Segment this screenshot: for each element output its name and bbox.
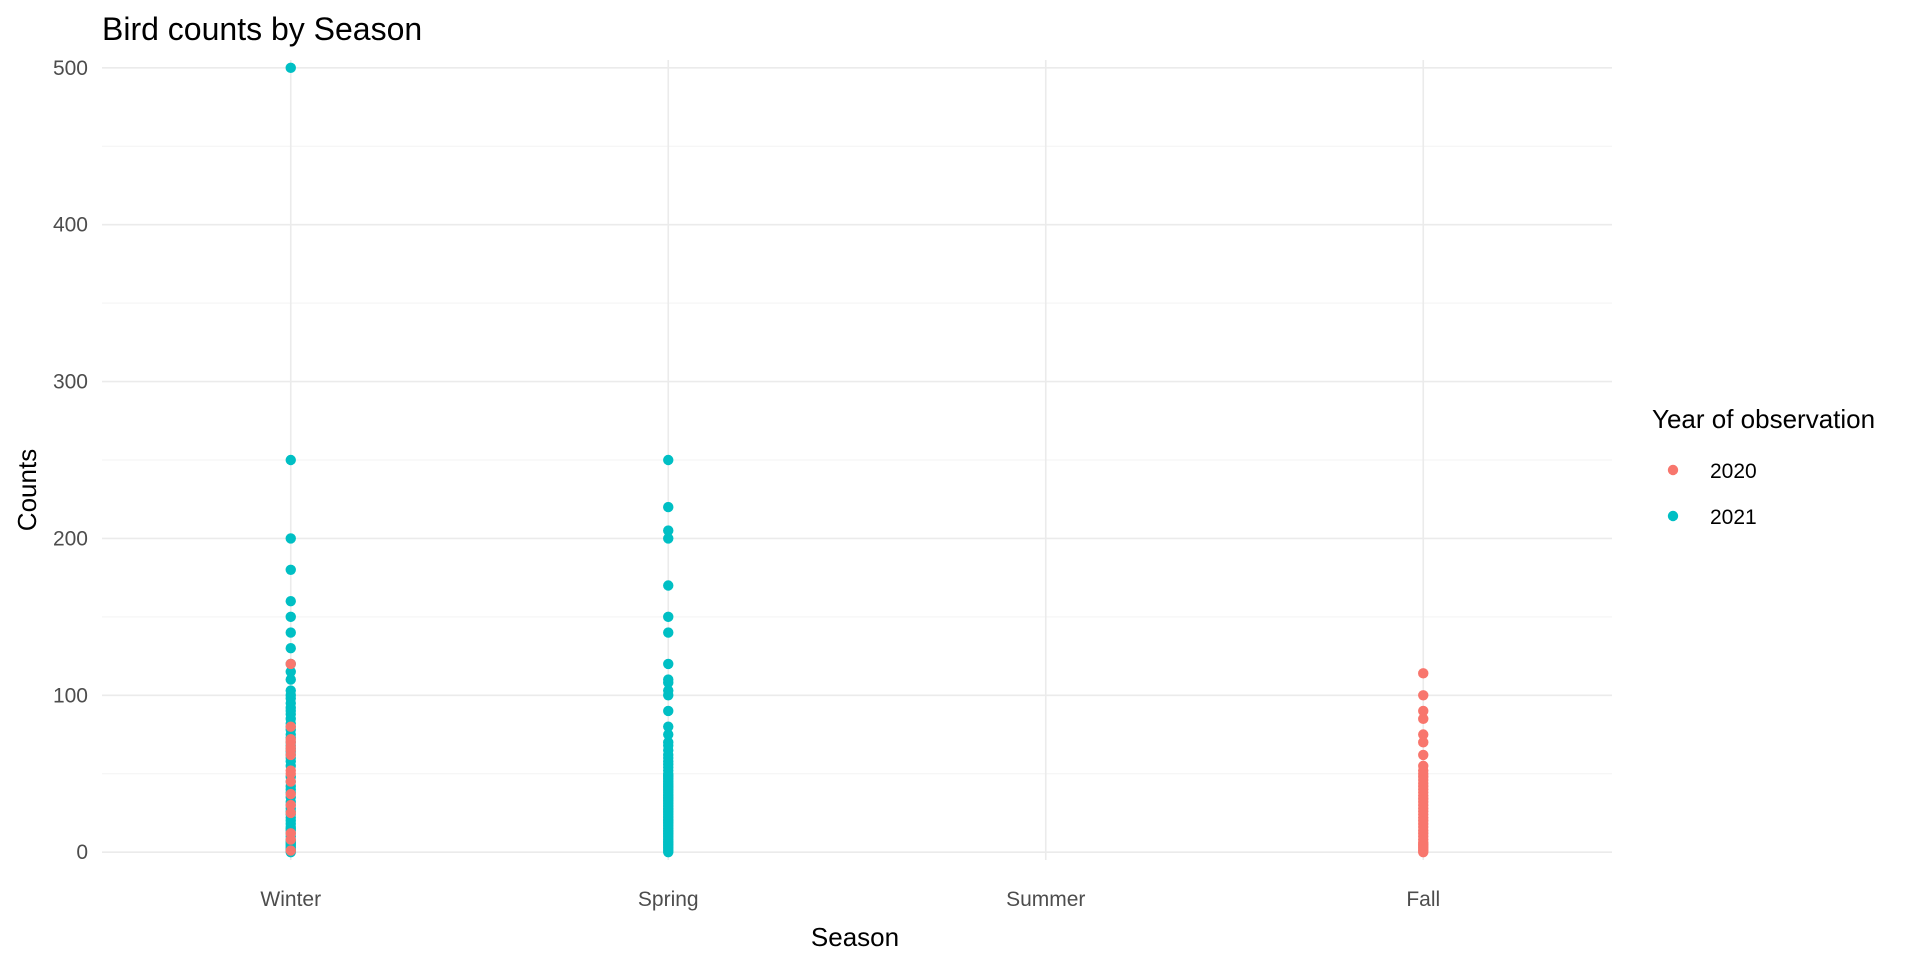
legend-key-2020: [1667, 464, 1679, 476]
data-point-2020: [285, 658, 296, 670]
data-point-2021: [663, 611, 674, 623]
legend-label-2021: 2021: [1710, 506, 1757, 529]
data-point-2021: [285, 674, 296, 685]
data-point-2021: [285, 685, 296, 696]
data-point-2021: [663, 705, 674, 717]
data-point-2021: [285, 62, 296, 74]
y-axis-title: Counts: [12, 449, 42, 531]
data-point-2020: [285, 734, 296, 745]
data-point-2020: [285, 721, 296, 732]
data-point-2020: [1418, 690, 1429, 701]
y-tick-label: 200: [53, 527, 88, 550]
x-tick-label: Winter: [260, 888, 321, 911]
legend-items: 2020 2021: [1667, 460, 1757, 529]
data-point-2021: [285, 454, 296, 466]
data-point-2021: [663, 729, 674, 740]
legend-label-2020: 2020: [1710, 460, 1757, 483]
x-axis-ticks: Winter Spring Summer Fall: [260, 888, 1440, 911]
data-point-2021: [663, 674, 674, 685]
data-point-2020: [285, 799, 296, 811]
x-tick-label: Spring: [638, 888, 699, 911]
grid-layer: [102, 60, 1612, 860]
data-point-2021: [663, 658, 674, 670]
data-point-2020: [285, 828, 296, 839]
data-point-2020: [1418, 705, 1429, 717]
data-point-2021: [285, 533, 296, 544]
data-point-2021: [663, 533, 674, 544]
data-point-2020: [1418, 749, 1429, 761]
data-point-2021: [285, 564, 296, 576]
data-point-2021: [663, 685, 674, 696]
data-point-2020: [1418, 760, 1429, 772]
data-point-2021: [663, 737, 674, 748]
y-tick-label: 100: [53, 684, 88, 707]
legend-key-2021: [1667, 510, 1679, 522]
data-point-2020: [1418, 737, 1429, 748]
data-point-2020: [285, 807, 296, 819]
x-tick-label: Summer: [1006, 888, 1085, 911]
data-point-2021: [285, 611, 296, 623]
data-point-2020: [285, 765, 296, 776]
y-tick-label: 500: [53, 57, 88, 80]
chart-title: Bird counts by Season: [102, 11, 422, 47]
points-layer: [285, 62, 1429, 858]
data-point-2021: [285, 643, 296, 654]
x-axis-title: Season: [811, 922, 899, 952]
data-point-2020: [1418, 729, 1429, 740]
data-point-2020: [1418, 713, 1429, 725]
data-point-2021: [285, 595, 296, 607]
data-point-2021: [663, 501, 674, 513]
data-point-2021: [663, 627, 674, 638]
y-tick-label: 0: [76, 841, 88, 864]
data-point-2021: [285, 666, 296, 677]
data-point-2021: [663, 454, 674, 466]
data-point-2020: [285, 788, 296, 800]
y-tick-label: 300: [53, 371, 88, 394]
data-point-2020: [285, 776, 296, 787]
y-axis-ticks: 0 100 200 300 400 500: [53, 57, 88, 864]
data-point-2020: [285, 845, 296, 856]
data-point-2021: [663, 580, 674, 591]
legend: Year of observation 2020 2021: [1652, 404, 1875, 529]
y-tick-label: 400: [53, 214, 88, 237]
data-point-2020: [1418, 668, 1429, 679]
x-tick-label: Fall: [1406, 888, 1440, 911]
data-point-2021: [285, 627, 296, 638]
data-point-2021: [663, 525, 674, 536]
legend-title: Year of observation: [1652, 404, 1875, 434]
data-point-2021: [663, 721, 674, 732]
